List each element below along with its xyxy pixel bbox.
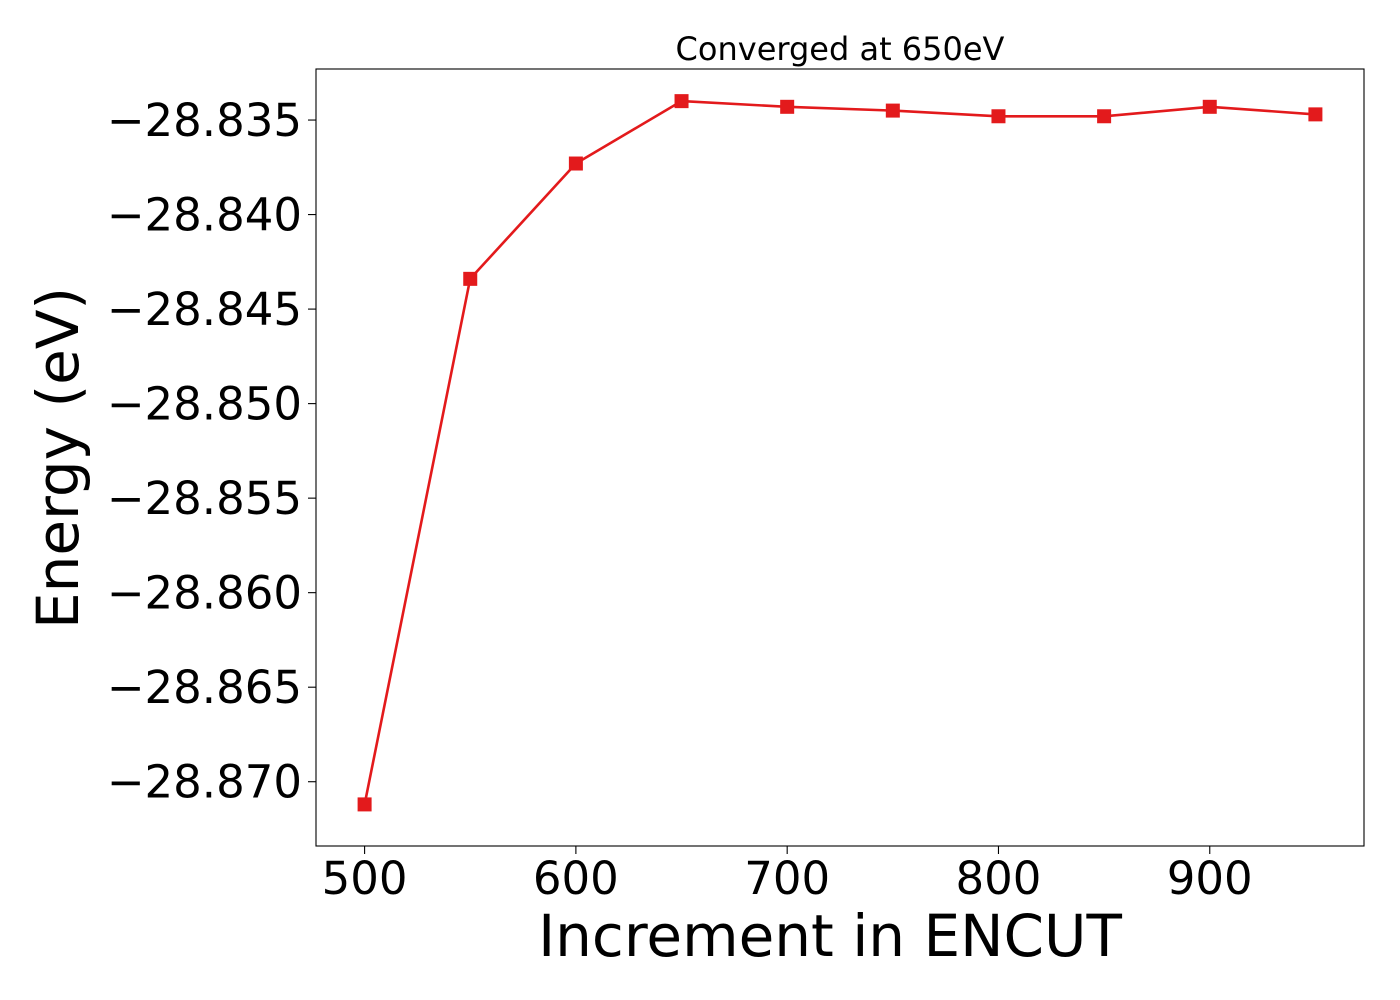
x-tick-label: 500	[322, 852, 408, 905]
energy-data-point	[1097, 109, 1112, 124]
energy-data-point	[1308, 107, 1323, 122]
energy-data-point	[885, 103, 900, 118]
x-tick-label: 700	[744, 852, 830, 905]
y-tick-label: −28.835	[107, 94, 302, 147]
x-tick-label: 600	[533, 852, 619, 905]
energy-data-point	[674, 94, 689, 109]
y-tick-label: −28.855	[107, 472, 302, 525]
chart-title: Converged at 650eV	[676, 30, 1005, 68]
x-tick-label: 900	[1167, 852, 1253, 905]
x-axis-ticks: 500 600 700 800 900	[322, 846, 1253, 905]
energy-data-point	[357, 797, 372, 812]
x-axis-label: Increment in ENCUT	[538, 902, 1122, 970]
y-tick-label: −28.860	[107, 567, 302, 620]
plot-area-frame	[315, 68, 1365, 847]
y-axis-label: Energy (eV)	[24, 287, 92, 629]
x-tick-label: 800	[956, 852, 1042, 905]
y-tick-label: −28.865	[107, 661, 302, 714]
data-series	[357, 94, 1323, 812]
y-tick-label: −28.845	[107, 283, 302, 336]
y-tick-label: −28.840	[107, 189, 302, 242]
y-tick-label: −28.870	[107, 756, 302, 809]
energy-data-point	[780, 99, 795, 114]
y-axis-ticks: −28.835 −28.840 −28.845 −28.850 −28.855 −28.8…	[107, 94, 316, 809]
energy-series-line	[363, 99, 1316, 805]
y-tick-label: −28.850	[107, 378, 302, 431]
energy-data-point	[568, 156, 583, 171]
energy-data-point	[1202, 99, 1217, 114]
energy-data-point	[991, 109, 1006, 124]
energy-data-point	[463, 271, 478, 286]
